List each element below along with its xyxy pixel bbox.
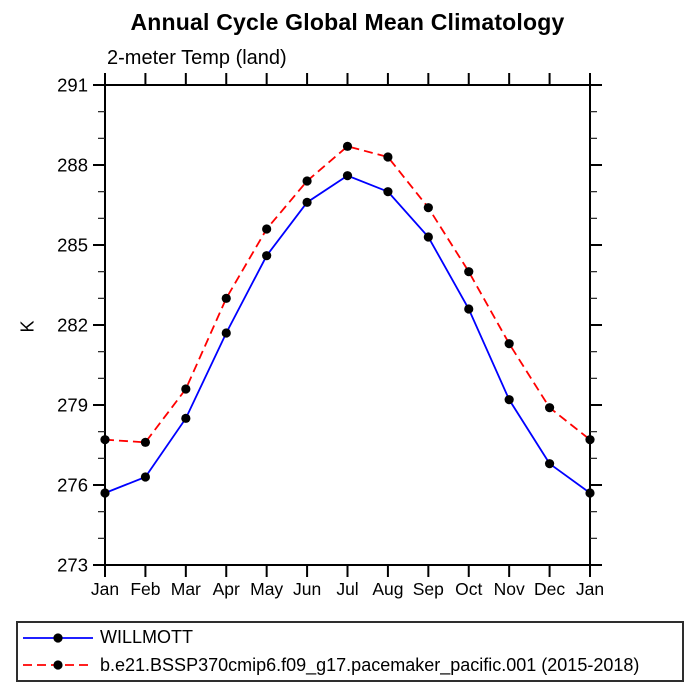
data-point-marker [342, 141, 353, 151]
x-axis-tick-label: Mar [171, 579, 201, 599]
y-axis-tick-label: 273 [57, 555, 88, 576]
chart-title: Annual Cycle Global Mean Climatology [130, 9, 565, 35]
legend-entry-model: b.e21.BSSP370cmip6.f09_g17.pacemaker_pac… [22, 652, 682, 678]
data-point-marker [504, 339, 514, 349]
legend-marker-dot [53, 633, 63, 643]
data-point-marker [585, 488, 595, 498]
data-point-marker [181, 384, 191, 394]
y-axis-tick-label: 285 [57, 235, 88, 256]
data-point-marker [302, 197, 312, 207]
y-axis-tick-label: 276 [57, 475, 88, 496]
x-axis-tick-label: Jun [293, 579, 321, 599]
data-point-marker [342, 171, 353, 181]
x-axis-tick-label: May [250, 579, 283, 599]
legend-box: WILLMOTT b.e21.BSSP370cmip6.f09_g17.pace… [16, 621, 684, 682]
data-point-marker [100, 488, 110, 498]
y-axis-tick-label: 288 [57, 155, 88, 176]
legend-sample-line-dashed [23, 660, 93, 670]
series-line-1 [104, 145, 591, 444]
x-axis-tick-label: Jan [91, 579, 119, 599]
data-point-marker [464, 267, 474, 277]
series-line-0 [104, 174, 591, 494]
data-point-marker [544, 403, 555, 413]
legend-marker-dot [53, 660, 63, 670]
data-point-marker [221, 328, 231, 338]
legend-label-willmott: WILLMOTT [100, 627, 193, 648]
y-axis-tick-label: 291 [57, 75, 88, 96]
data-point-marker [464, 304, 474, 314]
x-axis-tick-label: Apr [213, 579, 240, 599]
x-axis-tick-label: Nov [494, 579, 525, 599]
x-axis-tick-label: Feb [130, 579, 160, 599]
data-point-marker [544, 459, 555, 469]
data-point-marker [423, 203, 433, 213]
data-point-marker [262, 224, 272, 234]
data-point-marker [140, 472, 151, 482]
data-point-marker [140, 437, 151, 447]
data-point-marker [100, 435, 110, 445]
x-axis-tick-label: Dec [534, 579, 565, 599]
y-axis-tick-label: 279 [57, 395, 88, 416]
legend-label-model: b.e21.BSSP370cmip6.f09_g17.pacemaker_pac… [100, 654, 640, 675]
x-axis-tick-label: Jul [336, 579, 358, 599]
legend-sample-line-solid [23, 633, 93, 643]
x-axis-tick-label: Sep [413, 579, 444, 599]
x-axis-tick-label: Oct [455, 579, 482, 599]
data-point-marker [383, 152, 393, 162]
data-point-marker [504, 395, 514, 405]
data-point-marker [302, 176, 312, 186]
data-point-marker [181, 413, 191, 423]
chart-subtitle: 2-meter Temp (land) [107, 47, 287, 69]
y-axis-tick-label: 282 [57, 315, 88, 336]
legend-entry-willmott: WILLMOTT [22, 625, 682, 651]
data-point-marker [585, 435, 595, 445]
x-axis-tick-label: Jan [576, 579, 604, 599]
data-point-marker [423, 232, 433, 242]
data-point-marker [221, 293, 231, 303]
data-point-marker [262, 251, 272, 261]
x-axis-tick-label: Aug [372, 579, 403, 599]
plot-frame [104, 84, 591, 566]
data-point-marker [383, 187, 393, 197]
plot-area: 273 276 279 282 285 288 291 Jan Feb Mar Apr May Jun J… [57, 73, 604, 599]
